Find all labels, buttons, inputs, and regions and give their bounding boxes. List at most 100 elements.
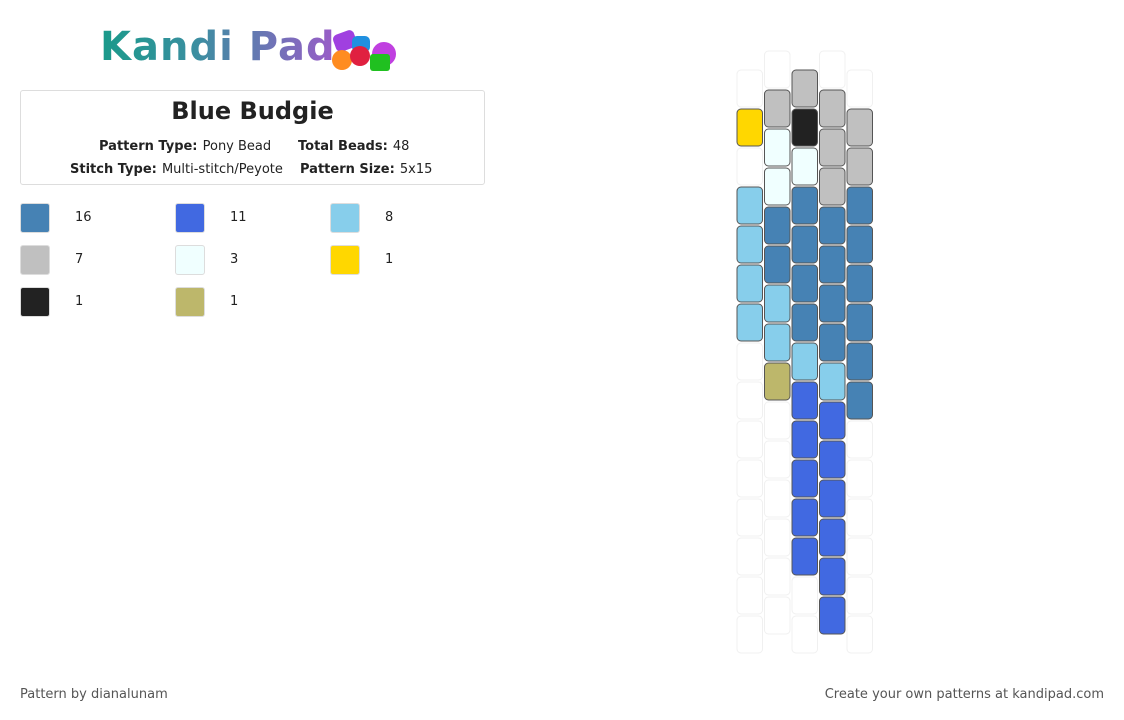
color-count: 1 — [385, 252, 394, 267]
color-count: 8 — [385, 210, 394, 225]
bead — [791, 225, 818, 264]
color-count: 11 — [230, 210, 247, 225]
bead — [764, 323, 791, 362]
empty-bead — [736, 498, 763, 537]
bead — [791, 342, 818, 381]
color-swatch — [175, 287, 205, 317]
color-swatch — [330, 245, 360, 275]
bead — [736, 303, 763, 342]
bead — [764, 128, 791, 167]
color-swatch — [20, 203, 50, 233]
bead — [819, 284, 846, 323]
empty-bead — [764, 518, 791, 557]
bead — [846, 381, 873, 420]
empty-bead — [764, 50, 791, 89]
bead — [764, 284, 791, 323]
bead — [819, 89, 846, 128]
bead — [791, 108, 818, 147]
bead — [791, 459, 818, 498]
info-label: Total Beads: — [298, 139, 388, 154]
empty-bead — [736, 615, 763, 654]
bead-grid — [736, 50, 873, 654]
info-value: 5x15 — [399, 162, 433, 177]
empty-bead — [764, 557, 791, 596]
bead — [846, 147, 873, 186]
bead — [819, 440, 846, 479]
bead — [764, 362, 791, 401]
empty-bead — [846, 69, 873, 108]
bead — [791, 186, 818, 225]
empty-bead — [791, 615, 818, 654]
color-count: 7 — [75, 252, 84, 267]
empty-bead — [764, 596, 791, 635]
credit: Pattern by dianalunam — [20, 687, 168, 702]
info-label: Pattern Size: — [300, 162, 395, 177]
color-count: 1 — [230, 294, 239, 309]
bead — [736, 264, 763, 303]
empty-bead — [846, 498, 873, 537]
color-swatch — [175, 245, 205, 275]
empty-bead — [736, 537, 763, 576]
promo-link[interactable]: Create your own patterns at kandipad.com — [824, 687, 1104, 702]
bead — [819, 245, 846, 284]
empty-bead — [736, 381, 763, 420]
info-value: 48 — [392, 139, 410, 154]
bead — [764, 245, 791, 284]
color-count: 16 — [75, 210, 92, 225]
empty-bead — [736, 342, 763, 381]
bead — [819, 362, 846, 401]
empty-bead — [846, 537, 873, 576]
empty-bead — [736, 420, 763, 459]
bead — [736, 108, 763, 147]
bead — [819, 167, 846, 206]
bead — [791, 381, 818, 420]
empty-bead — [736, 576, 763, 615]
bead — [791, 147, 818, 186]
pattern-info: Blue Budgie Pattern Type: Pony Bead Tota… — [20, 90, 485, 185]
bead — [819, 596, 846, 635]
pattern-title: Blue Budgie — [171, 97, 334, 125]
color-count: 1 — [75, 294, 84, 309]
bead — [819, 557, 846, 596]
bead — [791, 303, 818, 342]
bead — [819, 479, 846, 518]
info-item: Pattern Type: Pony Bead — [99, 135, 271, 154]
bead — [736, 225, 763, 264]
empty-bead — [764, 401, 791, 440]
bead — [791, 264, 818, 303]
bead — [736, 186, 763, 225]
info-item: Total Beads: 48 — [298, 135, 409, 154]
empty-bead — [791, 576, 818, 615]
bead — [764, 206, 791, 245]
color-swatch — [330, 203, 360, 233]
info-item: Stitch Type: Multi-stitch/Peyote — [70, 158, 283, 177]
bead — [819, 206, 846, 245]
color-swatch — [20, 245, 50, 275]
info-label: Pattern Type: — [99, 139, 198, 154]
bead — [819, 323, 846, 362]
empty-bead — [819, 50, 846, 89]
bead — [791, 420, 818, 459]
color-count: 3 — [230, 252, 239, 267]
bead — [819, 128, 846, 167]
bead — [846, 225, 873, 264]
info-label: Stitch Type: — [70, 162, 157, 177]
bead — [819, 518, 846, 557]
color-swatch — [20, 287, 50, 317]
bead — [791, 69, 818, 108]
empty-bead — [846, 615, 873, 654]
empty-bead — [846, 459, 873, 498]
empty-bead — [764, 440, 791, 479]
color-swatch — [175, 203, 205, 233]
bead — [846, 303, 873, 342]
logo[interactable]: Kandi Pad — [100, 24, 336, 70]
bead — [846, 108, 873, 147]
bead — [846, 186, 873, 225]
logo-beads — [332, 30, 396, 71]
empty-bead — [736, 69, 763, 108]
bead — [846, 342, 873, 381]
empty-bead — [846, 576, 873, 615]
bead — [764, 167, 791, 206]
bead — [791, 498, 818, 537]
